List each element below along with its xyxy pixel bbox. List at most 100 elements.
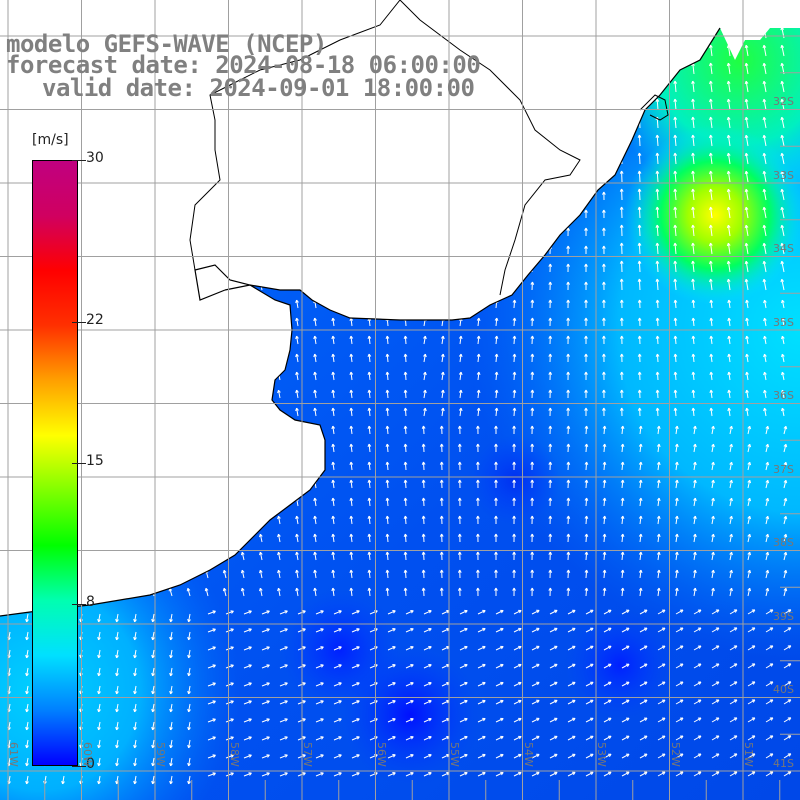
latitude-label: 40S — [773, 683, 794, 696]
wind-arrow — [727, 261, 731, 273]
longitude-label: 58W — [227, 742, 241, 767]
wind-arrow — [656, 98, 659, 111]
wind-arrow — [781, 99, 785, 111]
wind-arrow-head — [637, 242, 640, 246]
wind-arrow-head — [638, 533, 642, 537]
wind-arrow-head — [745, 389, 748, 394]
wind-arrow — [638, 134, 641, 147]
wind-arrow-head — [637, 278, 640, 282]
wind-arrow-head — [385, 533, 388, 537]
wind-arrow-head — [421, 569, 424, 573]
wind-arrow-head — [331, 317, 334, 322]
wind-arrow — [603, 627, 612, 633]
wind-arrow — [241, 588, 245, 597]
colorbar-tick-mark — [72, 766, 86, 767]
wind-arrow — [656, 224, 659, 237]
wind-arrow-head — [602, 551, 606, 555]
wind-arrow-head — [783, 425, 787, 429]
wind-arrow-head — [530, 587, 533, 591]
wind-arrow-head — [747, 443, 751, 447]
wind-arrow-head — [762, 279, 765, 283]
wind-arrow-head — [476, 353, 480, 357]
wind-arrow — [711, 645, 720, 651]
wind-arrow — [368, 497, 371, 507]
wind-arrow — [98, 667, 101, 676]
wind-arrow — [585, 717, 594, 723]
wind-arrow — [495, 389, 498, 399]
wind-arrow — [277, 390, 281, 399]
wind-arrow-head — [765, 533, 769, 537]
wind-arrow-head — [584, 281, 587, 285]
wind-arrow — [404, 587, 407, 597]
wind-arrow — [351, 754, 360, 759]
wind-arrow-head — [512, 335, 516, 339]
wind-arrow — [711, 681, 720, 687]
wind-arrow — [332, 372, 335, 381]
wind-arrow — [674, 117, 677, 129]
wind-arrow — [170, 757, 173, 766]
wind-arrow — [747, 699, 756, 705]
wind-arrow-head — [765, 425, 769, 429]
wind-arrow-head — [747, 587, 751, 591]
wind-arrow-head — [295, 569, 298, 574]
wind-arrow-head — [494, 479, 497, 483]
wind-arrow — [459, 336, 462, 345]
wind-arrow — [764, 318, 767, 327]
wind-arrow — [692, 63, 695, 75]
wind-arrow — [675, 735, 684, 741]
wind-arrow-head — [98, 655, 101, 659]
wind-arrow — [603, 609, 612, 615]
lagoon-outline — [639, 94, 669, 121]
wind-arrow — [639, 681, 648, 687]
wind-arrow-head — [548, 515, 551, 519]
wind-arrow-head — [673, 80, 676, 85]
wind-arrow-head — [675, 479, 678, 483]
wind-arrow — [314, 516, 317, 525]
wind-arrow — [259, 588, 263, 597]
wind-arrow — [314, 372, 317, 381]
wind-arrow-head — [222, 588, 225, 592]
wind-arrow-head — [619, 188, 623, 192]
wind-arrow — [693, 771, 702, 777]
wind-arrow-head — [457, 425, 461, 429]
wind-arrow — [368, 353, 371, 363]
wind-arrow — [333, 682, 342, 687]
wind-arrow — [763, 279, 767, 291]
wind-arrow-head — [367, 461, 370, 466]
wind-arrow — [314, 318, 317, 327]
wind-arrow-head — [619, 242, 623, 246]
wind-arrow — [728, 318, 731, 327]
wind-arrow-head — [673, 335, 676, 339]
wind-arrow-head — [331, 587, 334, 592]
wind-arrow — [513, 371, 516, 381]
wind-arrow — [188, 739, 191, 748]
colorbar-tick-label: 22 — [86, 311, 104, 328]
wind-arrow-head — [331, 551, 334, 556]
wind-arrow-head — [494, 569, 497, 573]
wind-arrow-head — [744, 206, 747, 211]
wind-arrow-head — [584, 497, 588, 501]
wind-arrow — [764, 390, 767, 399]
wind-arrow-head — [655, 134, 658, 138]
wind-arrow — [711, 699, 720, 705]
wind-arrow — [675, 645, 684, 651]
wind-arrow — [404, 443, 407, 453]
wind-arrow — [279, 772, 288, 777]
wind-arrow-head — [780, 279, 783, 283]
wind-arrow — [459, 664, 468, 669]
wind-arrow-head — [762, 99, 765, 103]
wind-arrow — [729, 771, 738, 777]
wind-arrow — [781, 153, 785, 165]
wind-arrow — [314, 390, 317, 399]
wind-arrow-head — [655, 335, 658, 339]
wind-arrow — [621, 735, 630, 741]
wind-arrow-head — [152, 673, 155, 677]
wind-arrow — [368, 551, 371, 561]
wind-arrow — [387, 628, 396, 633]
wind-arrow — [422, 551, 425, 561]
wind-arrow-head — [548, 461, 551, 465]
wind-arrow-head — [744, 98, 747, 103]
wind-arrow — [405, 664, 414, 669]
wind-arrow-head — [673, 134, 676, 139]
wind-arrow — [765, 444, 769, 453]
